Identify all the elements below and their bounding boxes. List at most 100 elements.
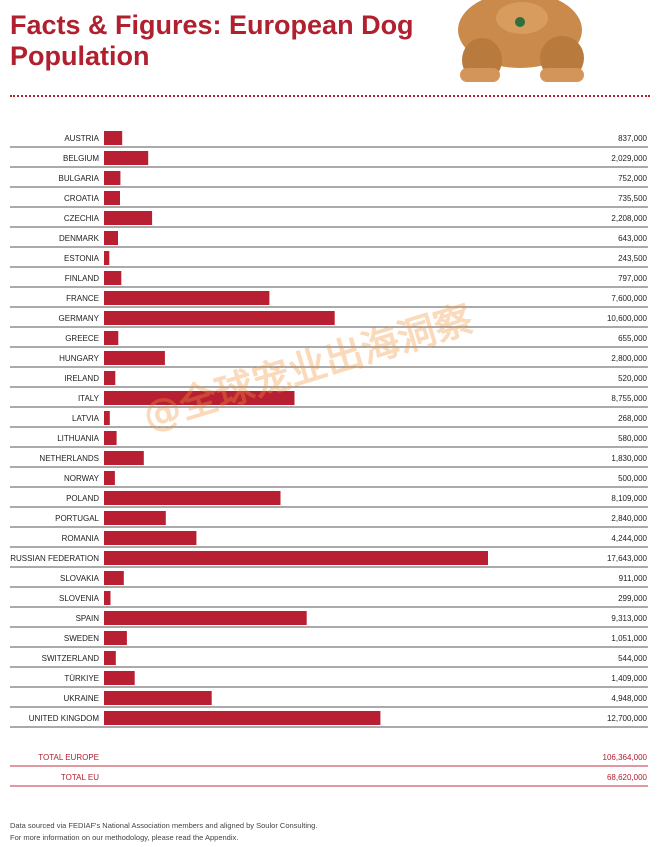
bar bbox=[104, 371, 116, 385]
value-label: 643,000 bbox=[618, 234, 647, 243]
footnote-line: For more information on our methodology,… bbox=[10, 833, 239, 842]
category-label: GREECE bbox=[65, 334, 99, 343]
bar bbox=[104, 511, 166, 525]
value-label: 752,000 bbox=[618, 174, 647, 183]
value-label: 2,208,000 bbox=[611, 214, 647, 223]
value-label: 911,000 bbox=[619, 574, 648, 583]
value-label: 580,000 bbox=[618, 434, 647, 443]
category-label: UNITED KINGDOM bbox=[29, 714, 100, 723]
category-label: NETHERLANDS bbox=[39, 454, 99, 463]
value-label: 2,029,000 bbox=[611, 154, 647, 163]
total-value: 106,364,000 bbox=[603, 753, 648, 762]
total-label: TOTAL EU bbox=[61, 773, 99, 782]
value-label: 12,700,000 bbox=[607, 714, 648, 723]
value-label: 735,500 bbox=[618, 194, 647, 203]
category-label: UKRAINE bbox=[63, 694, 99, 703]
value-label: 9,313,000 bbox=[611, 614, 647, 623]
bar bbox=[104, 431, 117, 445]
bar bbox=[104, 391, 295, 405]
category-label: HUNGARY bbox=[59, 354, 100, 363]
bar bbox=[104, 331, 119, 345]
value-label: 4,948,000 bbox=[611, 694, 647, 703]
bar bbox=[104, 411, 110, 425]
value-label: 797,000 bbox=[618, 274, 647, 283]
value-label: 520,000 bbox=[618, 374, 647, 383]
category-label: FRANCE bbox=[66, 294, 99, 303]
category-label: LATVIA bbox=[72, 414, 100, 423]
category-label: GERMANY bbox=[59, 314, 100, 323]
bar bbox=[104, 271, 122, 285]
bar bbox=[104, 191, 120, 205]
category-label: AUSTRIA bbox=[64, 134, 99, 143]
category-label: RUSSIAN FEDERATION bbox=[10, 554, 99, 563]
category-label: TÜRKIYE bbox=[64, 674, 99, 683]
bar bbox=[104, 711, 381, 725]
bar bbox=[104, 551, 488, 565]
bar bbox=[104, 211, 153, 225]
category-label: LITHUANIA bbox=[57, 434, 99, 443]
bar bbox=[104, 231, 118, 245]
bar bbox=[104, 651, 116, 665]
value-label: 8,755,000 bbox=[611, 394, 647, 403]
value-label: 7,600,000 bbox=[611, 294, 647, 303]
bar bbox=[104, 571, 124, 585]
bar bbox=[104, 491, 281, 505]
value-label: 1,051,000 bbox=[611, 634, 647, 643]
category-label: ITALY bbox=[78, 394, 100, 403]
footnote: Data sourced via FEDIAF's National Assoc… bbox=[10, 820, 317, 844]
bar bbox=[104, 351, 165, 365]
bar bbox=[104, 311, 335, 325]
bar bbox=[104, 291, 270, 305]
value-label: 299,000 bbox=[618, 594, 647, 603]
page-title: Facts & Figures: European Dog Population bbox=[10, 10, 414, 71]
category-label: ROMANIA bbox=[62, 534, 100, 543]
bar bbox=[104, 611, 307, 625]
value-label: 544,000 bbox=[618, 654, 647, 663]
value-label: 2,800,000 bbox=[611, 354, 647, 363]
value-label: 1,830,000 bbox=[611, 454, 647, 463]
bar bbox=[104, 451, 144, 465]
dog-photo bbox=[458, 0, 584, 82]
total-value: 68,620,000 bbox=[607, 773, 648, 782]
footnote-line: Data sourced via FEDIAF's National Assoc… bbox=[10, 821, 318, 830]
category-label: SLOVENIA bbox=[59, 594, 100, 603]
bar bbox=[104, 671, 135, 685]
dotted-divider bbox=[10, 95, 650, 97]
category-label: SPAIN bbox=[76, 614, 100, 623]
bar bbox=[104, 171, 121, 185]
value-label: 655,000 bbox=[618, 334, 647, 343]
value-label: 837,000 bbox=[618, 134, 647, 143]
bar bbox=[104, 591, 111, 605]
bar bbox=[104, 531, 197, 545]
value-label: 268,000 bbox=[618, 414, 647, 423]
value-label: 17,643,000 bbox=[607, 554, 648, 563]
bar bbox=[104, 631, 127, 645]
category-label: SWEDEN bbox=[64, 634, 99, 643]
category-label: FINLAND bbox=[65, 274, 99, 283]
bar bbox=[104, 131, 123, 145]
value-label: 2,840,000 bbox=[611, 514, 647, 523]
value-label: 243,500 bbox=[618, 254, 647, 263]
bar bbox=[104, 151, 149, 165]
category-label: CROATIA bbox=[64, 194, 100, 203]
value-label: 8,109,000 bbox=[611, 494, 647, 503]
value-label: 10,600,000 bbox=[607, 314, 648, 323]
value-label: 500,000 bbox=[618, 474, 647, 483]
category-label: DENMARK bbox=[59, 234, 100, 243]
bar bbox=[104, 691, 212, 705]
bar bbox=[104, 471, 115, 485]
bar bbox=[104, 251, 110, 265]
total-label: TOTAL EUROPE bbox=[38, 753, 99, 762]
category-label: POLAND bbox=[66, 494, 99, 503]
category-label: BELGIUM bbox=[63, 154, 99, 163]
category-label: ESTONIA bbox=[64, 254, 100, 263]
category-label: SLOVAKIA bbox=[60, 574, 100, 583]
category-label: CZECHIA bbox=[64, 214, 100, 223]
value-label: 4,244,000 bbox=[611, 534, 647, 543]
category-label: IRELAND bbox=[64, 374, 99, 383]
value-label: 1,409,000 bbox=[611, 674, 647, 683]
category-label: SWITZERLAND bbox=[42, 654, 100, 663]
category-label: NORWAY bbox=[64, 474, 100, 483]
category-label: PORTUGAL bbox=[55, 514, 99, 523]
